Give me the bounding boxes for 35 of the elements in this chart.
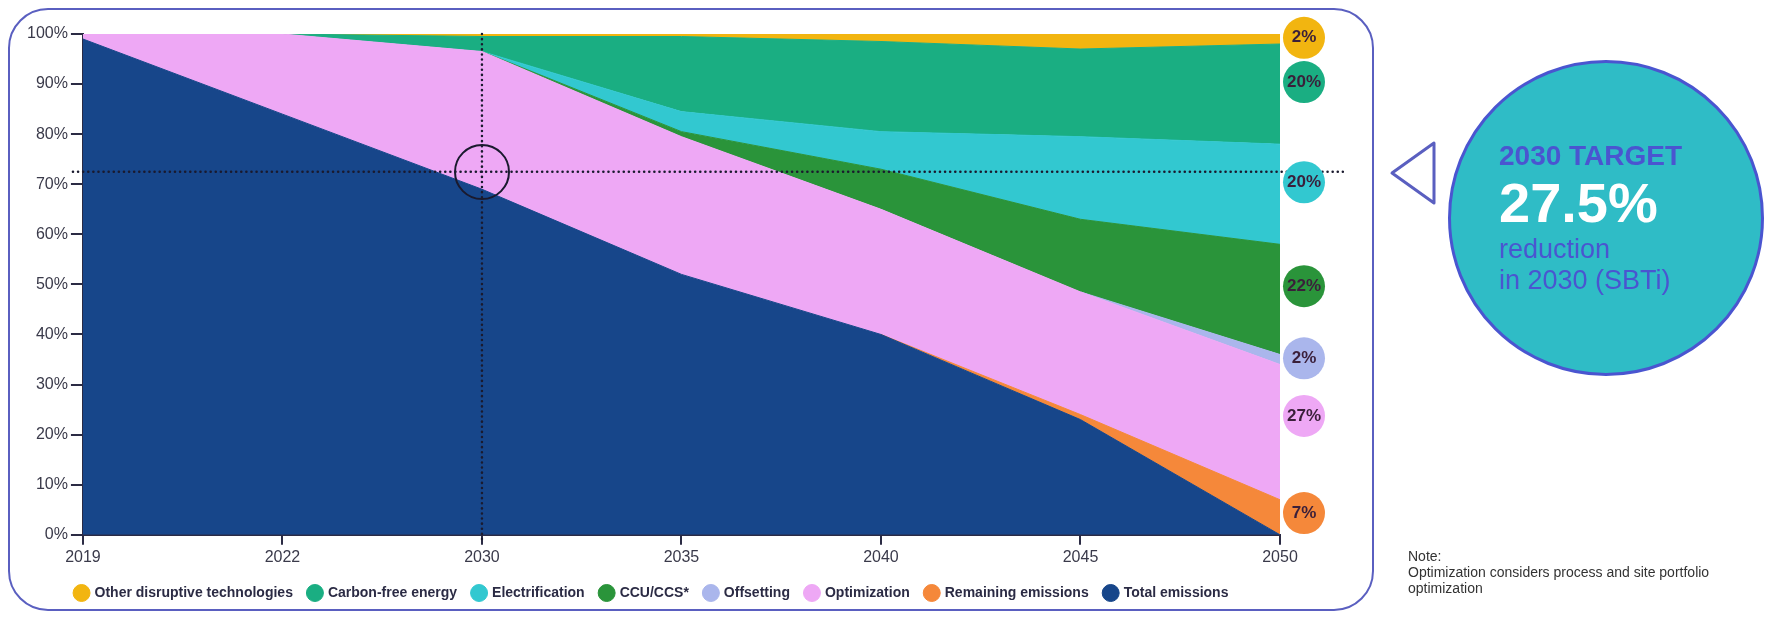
text: Note: Optimization considers process and site portfolio optimization [1408,548,1711,596]
y-tick-label: 90% [35,74,68,92]
legend-label: Electrification [492,583,585,600]
x-tick-label: 2040 [863,547,899,565]
data-label: 22% [1286,275,1322,295]
legend-label: CCU/CCS* [619,583,690,600]
data-label: 20% [1286,171,1322,191]
x-tick-label: 2035 [663,547,700,565]
legend-label: Other disruptive technologies [94,583,294,600]
legend-label: Offsetting [723,583,790,600]
legend-label: Carbon-free energy [327,583,458,600]
legend-label: Total emissions [1123,583,1229,600]
y-tick-label: 20% [35,425,68,443]
legend-label: Remaining emissions [944,583,1089,600]
y-tick-label: 10% [35,475,68,493]
legend-label: Optimization [824,583,910,600]
y-tick-label: 0% [44,525,68,543]
x-tick-label: 2019 [65,547,101,565]
y-tick-label: 100% [27,24,68,42]
y-tick-label: 70% [35,174,68,192]
data-label: 27% [1286,405,1322,425]
data-label: 20% [1286,71,1322,91]
data-label: 7% [1291,502,1317,522]
y-tick-label: 80% [35,124,68,142]
x-tick-label: 2030 [464,547,500,565]
y-tick-label: 50% [35,274,68,292]
y-tick-label: 60% [35,224,68,242]
x-tick-label: 2045 [1062,547,1099,565]
x-tick-label: 2050 [1262,547,1298,565]
y-tick-label: 30% [35,374,68,392]
callout-circle: 2030 TARGET 27.5% reduction in 2030 (SBTi) [1448,60,1764,376]
data-label: 2% [1291,27,1317,47]
y-tick-label: 40% [35,324,68,342]
data-label: 2% [1291,348,1317,368]
x-tick-label: 2022 [264,547,301,565]
